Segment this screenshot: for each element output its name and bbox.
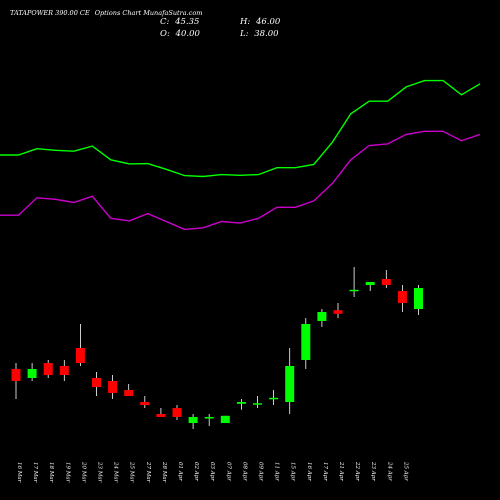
x-tick-label: 02 Apr	[193, 462, 199, 481]
candle	[236, 399, 246, 410]
x-tick-label: 11 Apr	[274, 462, 280, 481]
candle	[220, 415, 230, 423]
candle-body	[59, 366, 69, 375]
x-tick-label: 17 Apr	[322, 462, 328, 481]
source-text: Options Chart MunafaSutra.com	[95, 9, 203, 17]
candle-body	[397, 291, 407, 303]
x-tick-label: 07 Apr	[225, 462, 231, 481]
x-tick-label: 24 Mar	[113, 461, 119, 483]
candle	[11, 363, 21, 399]
low-label: L:	[239, 29, 249, 39]
candle	[75, 324, 85, 366]
candle	[285, 348, 295, 414]
candle	[43, 360, 53, 378]
candle-body	[317, 312, 327, 321]
x-tick-label: 20 Mar	[80, 461, 86, 483]
low-readout: L: 38.00	[239, 29, 279, 39]
x-tick-label: 24 Apr	[386, 461, 392, 481]
open-value: 40.00	[175, 29, 201, 39]
x-tick-label: 25 Mar	[129, 461, 135, 483]
candle-body	[172, 408, 182, 417]
x-tick-label: 21 Apr	[338, 461, 344, 481]
symbol-text: TATAPOWER 390.00 CE	[10, 9, 90, 17]
high-label: H:	[239, 17, 250, 27]
x-tick-label: 15 Apr	[290, 462, 296, 481]
close-value: 45.35	[174, 17, 199, 27]
x-tick-label: 16 Apr	[306, 462, 312, 481]
candle-body	[285, 366, 295, 402]
x-tick-label: 16 Mar	[16, 462, 22, 483]
candle-body	[220, 415, 230, 423]
candle	[301, 318, 311, 369]
candle	[204, 414, 214, 426]
upper-band-line	[0, 79, 481, 178]
candle	[108, 375, 118, 399]
candle-body	[27, 369, 37, 378]
candle-body	[75, 348, 85, 363]
x-tick-label: 01 Apr	[177, 462, 183, 481]
candle	[381, 270, 391, 288]
x-axis-date-labels: 16 Mar 17 Mar 18 Mar 19 Mar 20 Mar 23 Mar 24 M…	[16, 461, 408, 483]
candle-body	[92, 378, 101, 387]
candle	[140, 396, 150, 408]
x-tick-label: 08 Apr	[241, 462, 247, 481]
x-tick-label: 09 Apr	[258, 462, 264, 481]
lower-band-line	[0, 130, 481, 231]
candle	[349, 267, 359, 297]
candle	[124, 384, 134, 396]
candle-body	[188, 417, 198, 423]
candle	[333, 303, 343, 318]
x-tick-label: 28 Mar	[161, 461, 167, 483]
x-tick-label: 19 Mar	[64, 462, 70, 483]
x-tick-label: 25 Apr	[402, 461, 408, 481]
candle-body	[11, 369, 21, 381]
candle	[188, 414, 198, 429]
candle	[253, 396, 262, 408]
x-tick-label: 23 Mar	[97, 461, 103, 483]
candle-body	[349, 289, 359, 292]
x-tick-label: 27 Mar	[145, 461, 151, 483]
candle-body	[156, 414, 166, 417]
close-label: C:	[160, 17, 170, 27]
candle-body	[140, 402, 150, 405]
candle-body	[204, 417, 214, 419]
candle	[414, 285, 423, 315]
candle	[172, 405, 182, 420]
candle	[269, 390, 279, 405]
high-readout: H: 46.00	[239, 17, 281, 27]
candle-body	[301, 324, 311, 360]
candle-body	[236, 402, 246, 404]
candle-body	[43, 363, 53, 375]
candle-body	[124, 390, 134, 396]
candle	[59, 360, 69, 381]
candle	[397, 285, 407, 312]
candle-body	[269, 397, 279, 400]
low-value: 38.00	[254, 29, 279, 39]
x-tick-label: 23 Apr	[370, 461, 376, 481]
open-readout: O: 40.00	[160, 29, 200, 39]
candle	[365, 282, 375, 291]
candle-body	[333, 310, 343, 314]
close-readout: C: 45.35	[160, 17, 199, 27]
x-tick-label: 03 Apr	[209, 462, 215, 481]
open-label: O:	[160, 29, 170, 39]
candlestick-series	[11, 267, 423, 429]
x-tick-label: 22 Apr	[354, 461, 360, 481]
candle	[156, 408, 166, 417]
candle	[92, 372, 101, 396]
x-tick-label: 17 Mar	[32, 462, 38, 483]
candle	[317, 309, 327, 327]
candle-body	[253, 403, 262, 405]
x-tick-label: 18 Mar	[48, 462, 54, 483]
candle-body	[108, 381, 118, 393]
chart-symbol-title: TATAPOWER 390.00 CE Options Chart Munafa…	[10, 9, 202, 17]
high-value: 46.00	[255, 17, 281, 27]
candle-body	[381, 279, 391, 285]
indicator-bands	[0, 79, 481, 231]
candle-body	[414, 288, 423, 309]
candle	[27, 363, 37, 381]
candle-body	[365, 282, 375, 285]
